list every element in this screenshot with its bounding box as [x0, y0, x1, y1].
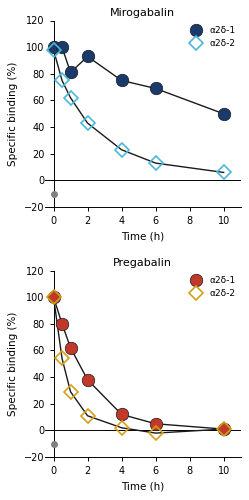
α2δ-1: [222, 426, 225, 432]
α2δ-2: [69, 95, 72, 101]
α2δ-1: [120, 78, 123, 84]
Line: α2δ-2: α2δ-2: [49, 292, 229, 438]
α2δ-1: [61, 321, 63, 327]
α2δ-1: [154, 86, 157, 91]
α2δ-2: [52, 294, 55, 300]
Legend: α2δ-1, α2δ-2: α2δ-1, α2δ-2: [184, 22, 239, 52]
α2δ-1: [52, 44, 55, 50]
α2δ-1: [52, 294, 55, 300]
α2δ-1: [86, 377, 89, 383]
α2δ-1: [69, 345, 72, 351]
Title: Pregabalin: Pregabalin: [113, 258, 172, 268]
X-axis label: Time (h): Time (h): [121, 482, 165, 492]
α2δ-1: [86, 54, 89, 60]
α2δ-2: [61, 78, 63, 84]
α2δ-2: [222, 170, 225, 175]
X-axis label: Time (h): Time (h): [121, 232, 165, 241]
Y-axis label: Specific binding (%): Specific binding (%): [8, 62, 18, 166]
α2δ-2: [120, 425, 123, 431]
Line: α2δ-1: α2δ-1: [47, 41, 230, 120]
α2δ-2: [61, 356, 63, 362]
α2δ-2: [69, 389, 72, 395]
α2δ-1: [69, 70, 72, 75]
α2δ-1: [61, 44, 63, 50]
α2δ-2: [154, 430, 157, 436]
α2δ-2: [86, 413, 89, 419]
Line: α2δ-1: α2δ-1: [47, 291, 230, 436]
α2δ-1: [154, 421, 157, 427]
α2δ-2: [86, 120, 89, 126]
α2δ-2: [154, 160, 157, 166]
α2δ-2: [222, 426, 225, 432]
α2δ-2: [120, 147, 123, 153]
α2δ-1: [120, 412, 123, 418]
Y-axis label: Specific binding (%): Specific binding (%): [8, 312, 18, 416]
Legend: α2δ-1, α2δ-2: α2δ-1, α2δ-2: [184, 272, 239, 302]
α2δ-1: [222, 111, 225, 117]
Title: Mirogabalin: Mirogabalin: [110, 8, 175, 18]
Line: α2δ-2: α2δ-2: [49, 45, 229, 178]
α2δ-2: [52, 47, 55, 53]
